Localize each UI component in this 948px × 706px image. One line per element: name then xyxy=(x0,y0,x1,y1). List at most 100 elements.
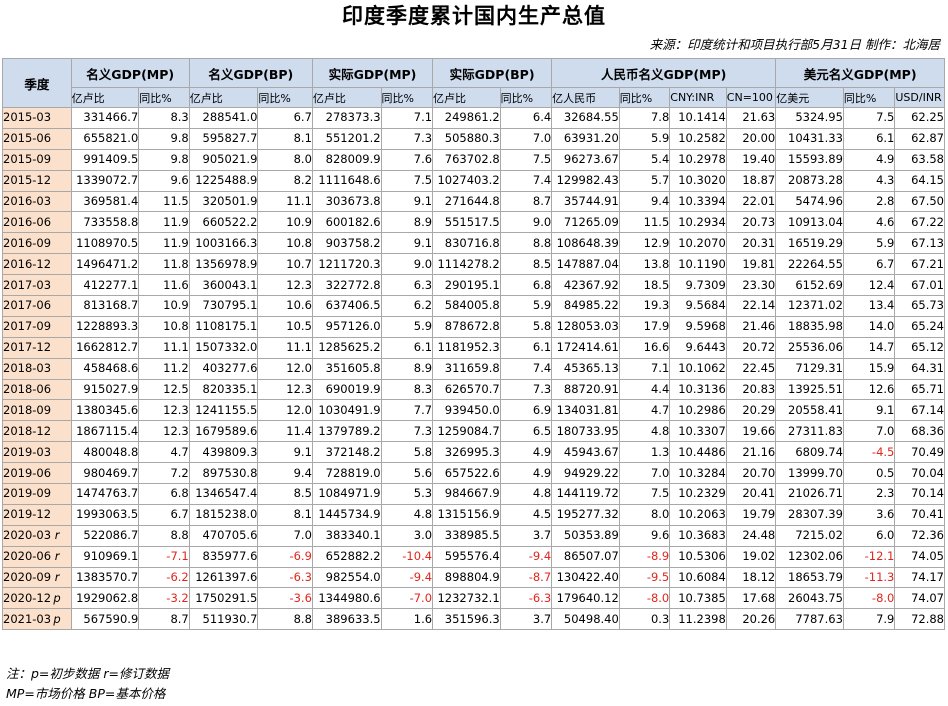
table-cell: 322772.8 xyxy=(311,274,382,297)
table-cell: 9.1 xyxy=(380,232,434,255)
table-cell: 1108970.5 xyxy=(70,232,140,255)
table-cell: 6.0 xyxy=(842,524,896,547)
table-cell: 4.8 xyxy=(380,503,434,526)
table-cell: 16519.29 xyxy=(775,232,844,255)
table-cell: 7.1 xyxy=(380,107,434,129)
table-cell: -4.5 xyxy=(842,441,896,464)
table-cell: 62.87 xyxy=(894,127,945,150)
quarter-cell: 2017-03 xyxy=(2,274,72,297)
table-cell: 32684.55 xyxy=(551,107,620,129)
table-cell: 20558.41 xyxy=(775,399,844,422)
table-cell: 8.9 xyxy=(380,211,434,234)
sub-header: 同比% xyxy=(257,87,313,108)
table-cell: 1111648.6 xyxy=(311,169,382,192)
table-cell: 22264.55 xyxy=(775,253,844,276)
table-row: 2016-06 733558.8 11.9 660522.2 10.9 600182.6 8… xyxy=(2,211,945,234)
table-cell: 42367.92 xyxy=(551,274,620,297)
table-row: 2020-03 r 522086.7 8.8 470705.6 7.0 383340.1 3.… xyxy=(2,524,945,547)
table-cell: 1315156.9 xyxy=(432,503,501,526)
table-cell: 5324.95 xyxy=(775,107,844,129)
table-cell: 22.45 xyxy=(725,357,777,380)
table-cell: 4.8 xyxy=(499,483,553,505)
quarter-cell: 2018-09 xyxy=(2,399,72,422)
table-cell: 7.3 xyxy=(499,378,553,401)
page-title: 印度季度累计国内生产总值 xyxy=(342,4,606,28)
table-cell: 511930.7 xyxy=(188,608,259,631)
table-cell: 19.02 xyxy=(725,545,777,568)
table-cell: 1030491.9 xyxy=(311,399,382,422)
table-cell: 6.1 xyxy=(499,336,553,359)
table-cell: 10.5306 xyxy=(669,545,727,568)
table-cell: 1662812.7 xyxy=(70,336,140,359)
table-cell: 70.41 xyxy=(894,503,945,526)
table-cell: 7.0 xyxy=(618,462,671,485)
table-cell: 1259084.7 xyxy=(432,420,501,443)
table-cell: 3.6 xyxy=(842,503,896,526)
table-cell: 3.7 xyxy=(499,608,553,631)
quarter-label: 2016-09 xyxy=(3,235,52,250)
table-cell: 70.04 xyxy=(894,462,945,485)
table-cell: 96273.67 xyxy=(551,148,620,171)
table-cell: -3.6 xyxy=(257,587,313,610)
table-cell: 6.7 xyxy=(138,503,190,526)
table-row: 2017-09 1228893.3 10.8 1108175.1 10.5 957126.… xyxy=(2,315,945,338)
table-cell: 15.9 xyxy=(842,357,896,380)
table-cell: 897530.8 xyxy=(188,462,259,485)
table-cell: 68.36 xyxy=(894,420,945,443)
quarter-cell: 2016-06 xyxy=(2,211,72,234)
quarter-label: 2020-03 xyxy=(3,528,52,543)
table-cell: 1346547.4 xyxy=(188,483,259,505)
sub-header: 亿卢比 xyxy=(188,87,259,108)
table-cell: 3.0 xyxy=(380,524,434,547)
table-cell: 10.2070 xyxy=(669,232,727,255)
table-cell: 10.5 xyxy=(257,315,313,338)
table-cell: 11.2398 xyxy=(669,608,727,631)
table-cell: 326995.3 xyxy=(432,441,501,464)
table-cell: 567590.9 xyxy=(70,608,140,631)
table-cell: 584005.8 xyxy=(432,295,501,317)
table-cell: 10.3307 xyxy=(669,420,727,443)
table-cell: 1867115.4 xyxy=(70,420,140,443)
table-cell: 6.3 xyxy=(380,274,434,297)
table-cell: 595576.4 xyxy=(432,545,501,568)
table-cell: 903758.2 xyxy=(311,232,382,255)
quarter-cell: 2018-06 xyxy=(2,378,72,401)
table-cell: 72.36 xyxy=(894,524,945,547)
table-cell: 351596.3 xyxy=(432,608,501,631)
table-cell: 20.72 xyxy=(725,336,777,359)
table-cell: 898804.9 xyxy=(432,566,501,589)
quarter-label: 2019-03 xyxy=(3,444,52,459)
table-cell: 9.6443 xyxy=(669,336,727,359)
quarter-label: 2021-03 xyxy=(3,611,52,626)
table-cell: 8.7 xyxy=(138,608,190,631)
table-cell: 18835.98 xyxy=(775,315,844,338)
sub-header: 亿美元 xyxy=(775,87,844,108)
table-cell: 9.1 xyxy=(380,190,434,213)
quarter-cell: 2015-06 xyxy=(2,127,72,150)
table-cell: 94929.22 xyxy=(551,462,620,485)
table-row: 2021-03 p 567590.9 8.7 511930.7 8.8 389633.5 1.… xyxy=(2,608,945,631)
table-cell: 20.70 xyxy=(725,462,777,485)
table-cell: 1993063.5 xyxy=(70,503,140,526)
table-cell: 21.63 xyxy=(725,107,777,129)
table-cell: 14.0 xyxy=(842,315,896,338)
source-note: 来源：印度统计和项目执行部5月31日 制作：北海居 xyxy=(649,37,940,52)
quarter-label: 2020-12 xyxy=(3,590,52,605)
table-cell: 65.24 xyxy=(894,315,945,338)
sub-header: CN=100 xyxy=(725,87,777,108)
table-cell: 11.9 xyxy=(138,211,190,234)
table-cell: 763702.8 xyxy=(432,148,501,171)
table-cell: 5.9 xyxy=(499,295,553,317)
table-cell: 6.1 xyxy=(380,336,434,359)
table-cell: 830716.8 xyxy=(432,232,501,255)
table-cell: 13.4 xyxy=(842,295,896,317)
quarter-label: 2015-03 xyxy=(3,110,52,125)
table-row: 2019-06 980469.7 7.2 897530.8 9.4 728819.0 5.6… xyxy=(2,462,945,485)
table-cell: 6.5 xyxy=(499,420,553,443)
table-cell: 28307.39 xyxy=(775,503,844,526)
table-cell: 1445734.9 xyxy=(311,503,382,526)
table-cell: 16.6 xyxy=(618,336,671,359)
table-cell: 828009.9 xyxy=(311,148,382,171)
quarter-label: 2015-12 xyxy=(3,173,52,188)
table-cell: 372148.2 xyxy=(311,441,382,464)
